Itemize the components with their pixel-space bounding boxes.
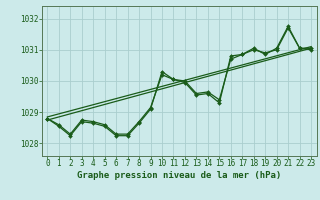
X-axis label: Graphe pression niveau de la mer (hPa): Graphe pression niveau de la mer (hPa) xyxy=(77,171,281,180)
